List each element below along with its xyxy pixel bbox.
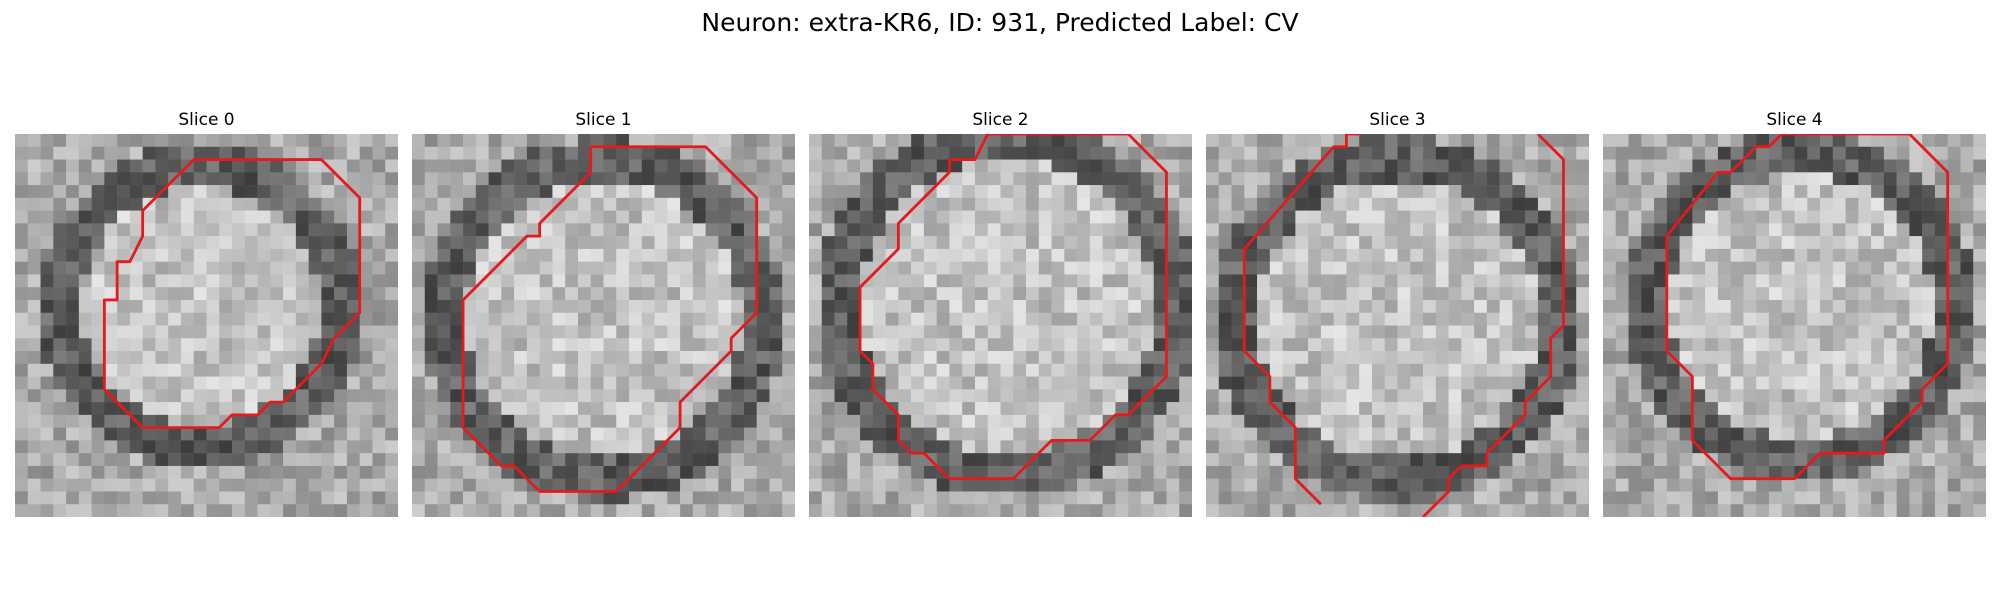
grayscale-pixels-2 xyxy=(809,134,1192,517)
contour-overlay-2 xyxy=(858,134,1168,481)
contour-overlay-1 xyxy=(461,145,759,493)
slice-title-3: Slice 3 xyxy=(1369,110,1426,130)
grayscale-pixels-0 xyxy=(15,134,398,517)
microscopy-image-0 xyxy=(15,134,398,517)
contour-line-3-b xyxy=(1422,134,1565,517)
contour-line-0 xyxy=(102,158,362,430)
microscopy-image-3 xyxy=(1206,134,1589,517)
slice-title-4: Slice 4 xyxy=(1766,110,1823,130)
grayscale-pixels-4 xyxy=(1603,134,1986,517)
grayscale-pixels-3 xyxy=(1206,134,1589,517)
slice-title-2: Slice 2 xyxy=(972,110,1029,130)
microscopy-image-2 xyxy=(809,134,1192,517)
contour-overlay-3 xyxy=(1242,134,1565,517)
slice-panel-0: Slice 0 xyxy=(15,110,398,517)
contour-line-3-a xyxy=(1242,134,1360,506)
figure-title: Neuron: extra-KR6, ID: 931, Predicted La… xyxy=(701,8,1299,37)
contour-line-2 xyxy=(858,134,1168,481)
slice-panel-3: Slice 3 xyxy=(1206,110,1589,517)
contour-line-1 xyxy=(461,145,759,493)
slice-panel-2: Slice 2 xyxy=(809,110,1192,517)
contour-overlay-0 xyxy=(102,158,362,430)
microscopy-image-1 xyxy=(412,134,795,517)
contour-overlay-4 xyxy=(1665,134,1950,481)
slice-title-0: Slice 0 xyxy=(178,110,235,130)
slice-panel-1: Slice 1 xyxy=(412,110,795,517)
microscopy-image-4 xyxy=(1603,134,1986,517)
contour-line-4 xyxy=(1665,134,1950,481)
slice-title-1: Slice 1 xyxy=(575,110,632,130)
slice-panel-4: Slice 4 xyxy=(1603,110,1986,517)
